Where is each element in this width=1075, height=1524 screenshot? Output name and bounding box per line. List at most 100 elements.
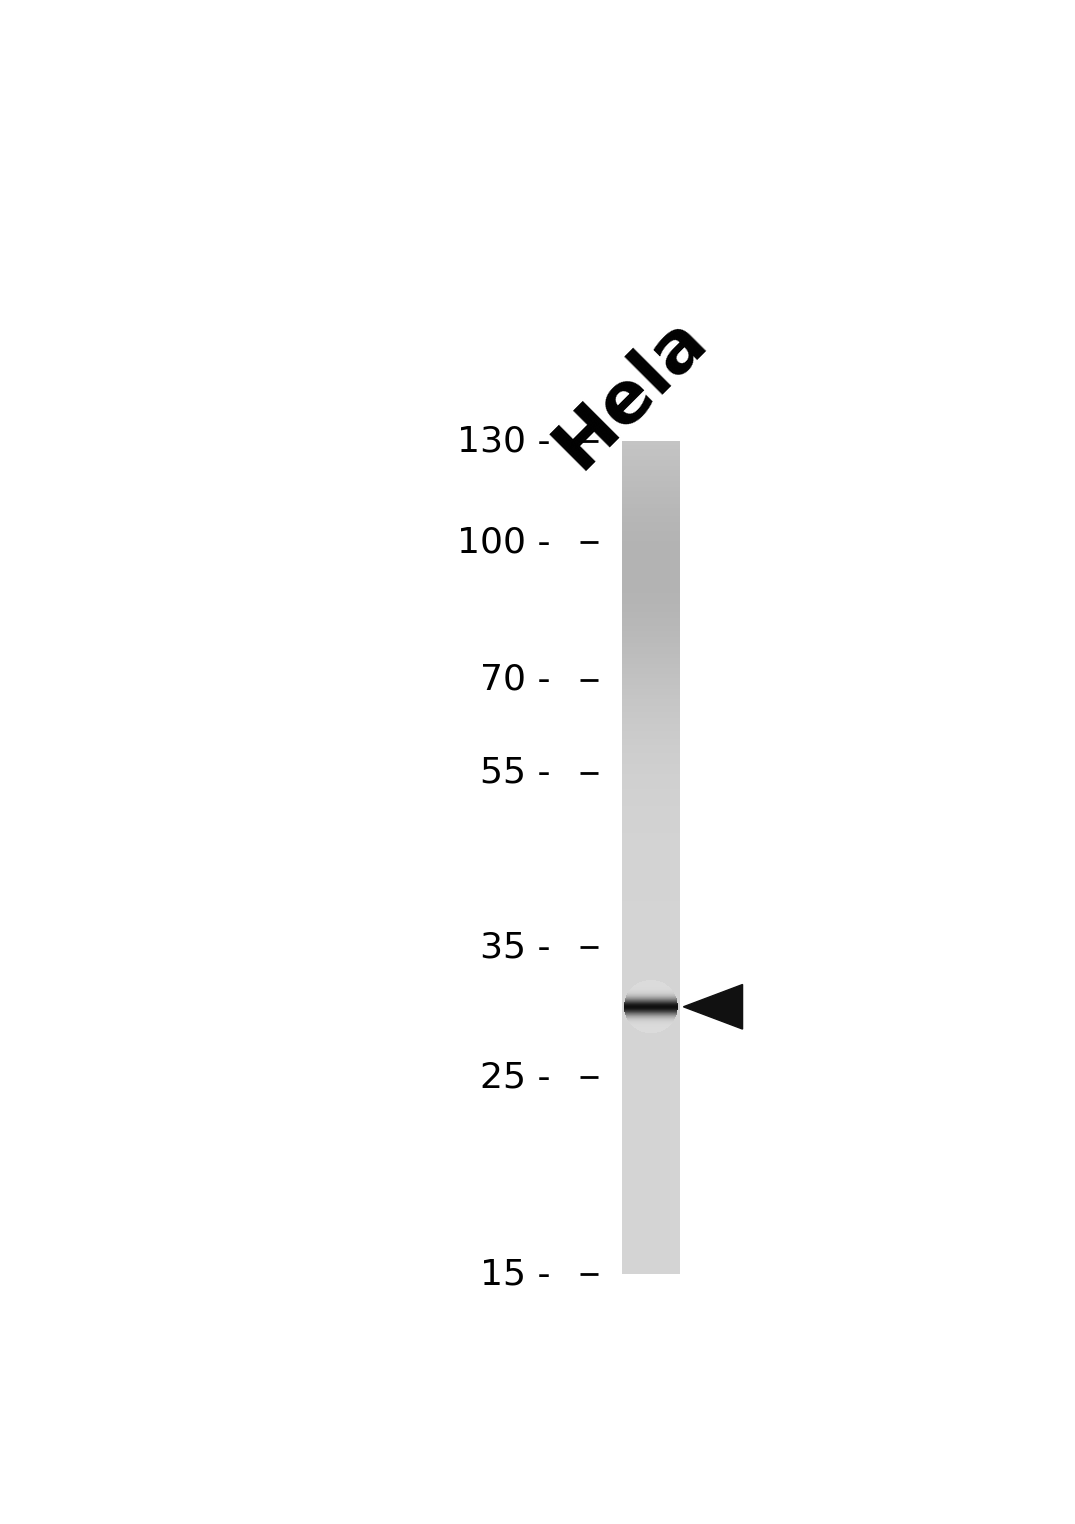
Bar (621, 1178, 680, 1181)
Bar (621, 977, 680, 978)
Bar (621, 619, 680, 620)
Bar (621, 1239, 680, 1241)
Bar (621, 899, 680, 901)
Bar (621, 517, 680, 518)
Bar (621, 1103, 680, 1105)
Bar (621, 631, 680, 632)
Bar (621, 529, 680, 530)
Bar (621, 520, 680, 523)
Bar (621, 706, 680, 707)
Bar (621, 864, 680, 866)
Bar (621, 812, 680, 814)
Bar (621, 463, 680, 466)
Bar (621, 1256, 680, 1257)
Bar (621, 683, 680, 684)
Bar (621, 511, 680, 512)
Bar (621, 1151, 680, 1154)
Bar (621, 949, 680, 951)
Bar (621, 948, 680, 949)
Bar (621, 588, 680, 591)
Bar (621, 450, 680, 451)
Bar (621, 1064, 680, 1065)
Bar (621, 1170, 680, 1172)
Bar (621, 494, 680, 495)
Bar (621, 931, 680, 933)
Bar (621, 808, 680, 809)
Bar (621, 934, 680, 937)
Bar (621, 721, 680, 722)
Bar (621, 547, 680, 549)
Bar (621, 701, 680, 704)
Bar (621, 762, 680, 764)
Bar (621, 712, 680, 713)
Bar (621, 1085, 680, 1087)
Bar (621, 1036, 680, 1039)
Bar (621, 632, 680, 636)
Bar (621, 1234, 680, 1236)
Bar (621, 739, 680, 741)
Bar (621, 658, 680, 660)
Bar (621, 736, 680, 739)
Bar (621, 1099, 680, 1102)
Bar (621, 908, 680, 910)
Bar (621, 591, 680, 593)
Bar (621, 1026, 680, 1029)
Bar (621, 1138, 680, 1141)
Bar (621, 466, 680, 468)
Bar (621, 1205, 680, 1207)
Text: 70 -: 70 - (481, 663, 551, 696)
Bar (621, 796, 680, 797)
Bar (621, 489, 680, 491)
Bar (621, 823, 680, 824)
Bar (621, 575, 680, 576)
Bar (621, 893, 680, 895)
Bar (621, 1091, 680, 1093)
Bar (621, 568, 680, 570)
Bar (621, 831, 680, 832)
Bar (621, 660, 680, 661)
Bar (621, 744, 680, 745)
Bar (621, 1135, 680, 1137)
Bar (621, 1184, 680, 1187)
Bar (621, 728, 680, 730)
Bar (621, 1247, 680, 1250)
Text: 35 -: 35 - (481, 930, 551, 965)
Bar (621, 939, 680, 940)
Text: 15 -: 15 - (481, 1257, 551, 1291)
Bar (621, 648, 680, 649)
Bar (621, 980, 680, 983)
Bar (621, 651, 680, 654)
Bar (621, 1128, 680, 1131)
Bar (621, 940, 680, 943)
Bar (621, 1268, 680, 1269)
Bar (621, 581, 680, 582)
Bar (621, 628, 680, 631)
Bar (621, 1141, 680, 1143)
Bar (621, 875, 680, 876)
Bar (621, 672, 680, 674)
Bar (621, 535, 680, 536)
Bar (621, 704, 680, 706)
Bar (621, 579, 680, 581)
Bar (621, 483, 680, 485)
Bar (621, 806, 680, 808)
Bar (621, 866, 680, 869)
Bar (621, 649, 680, 651)
Bar (621, 477, 680, 479)
Bar (621, 556, 680, 558)
Bar (621, 872, 680, 875)
Bar (621, 1187, 680, 1189)
Bar (621, 526, 680, 529)
Bar (621, 962, 680, 963)
Bar (621, 1073, 680, 1074)
Bar (621, 506, 680, 507)
Bar (621, 757, 680, 760)
Bar (621, 983, 680, 985)
Bar (621, 1012, 680, 1013)
Bar (621, 954, 680, 956)
Bar (621, 1097, 680, 1099)
Bar (621, 1056, 680, 1058)
Bar (621, 457, 680, 460)
Bar (621, 1204, 680, 1205)
Bar (621, 625, 680, 626)
